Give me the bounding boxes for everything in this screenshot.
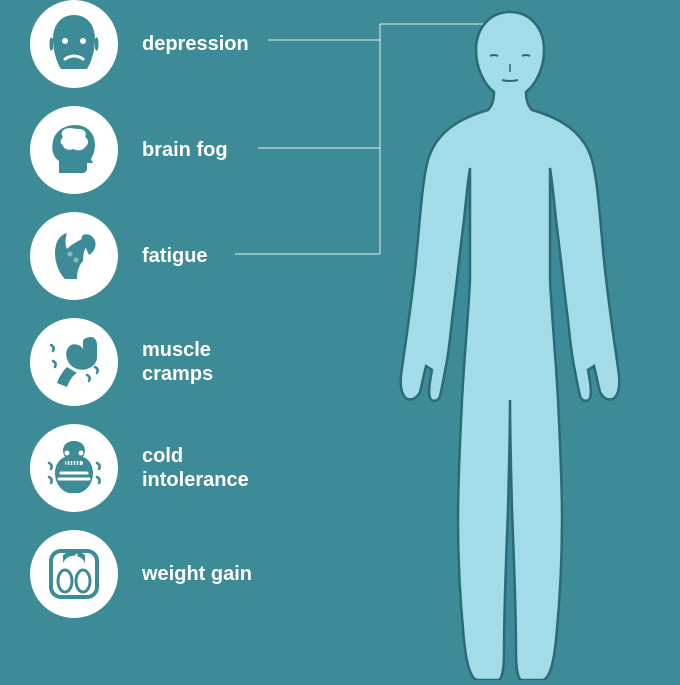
shivering-icon: [30, 424, 118, 512]
symptom-label: fatigue: [142, 244, 208, 268]
sad-face-icon: [30, 0, 118, 88]
symptom-muscle-cramps: muscle cramps: [30, 318, 310, 406]
symptom-label: cold intolerance: [142, 444, 249, 492]
symptom-brain-fog: brain fog: [30, 106, 310, 194]
symptoms-list: depression brain fog fatigue: [30, 0, 310, 636]
symptom-depression: depression: [30, 0, 310, 88]
symptom-label: depression: [142, 32, 249, 56]
symptom-label: brain fog: [142, 138, 228, 162]
scale-icon: [30, 530, 118, 618]
brain-cloud-icon: [30, 106, 118, 194]
facepalm-icon: [30, 212, 118, 300]
human-body-figure: [350, 0, 670, 680]
symptom-weight-gain: weight gain: [30, 530, 310, 618]
symptom-label: muscle cramps: [142, 338, 213, 386]
symptom-cold-intolerance: cold intolerance: [30, 424, 310, 512]
flexed-arm-icon: [30, 318, 118, 406]
symptom-fatigue: fatigue: [30, 212, 310, 300]
symptom-label: weight gain: [142, 562, 252, 586]
